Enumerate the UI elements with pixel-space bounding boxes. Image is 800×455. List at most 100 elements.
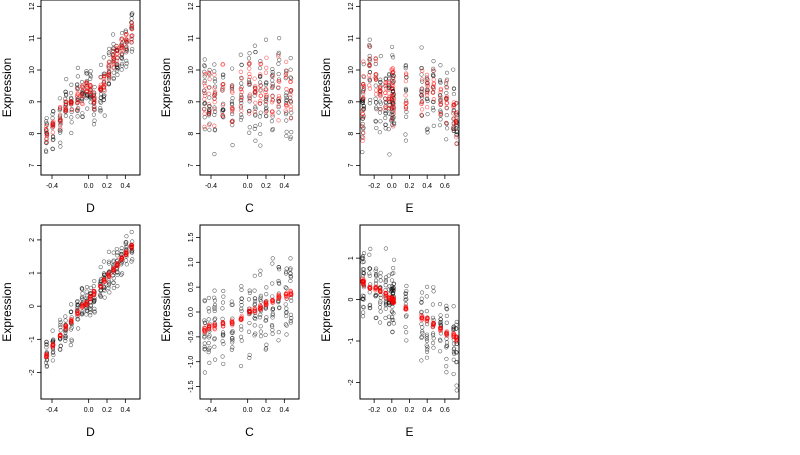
observed-point xyxy=(107,290,112,295)
fitted-point xyxy=(284,59,289,65)
y-tick-label: 0.0 xyxy=(188,307,195,317)
fitted-point xyxy=(424,90,430,96)
observed-point xyxy=(360,296,365,302)
observed-point xyxy=(115,72,120,77)
fitted-point xyxy=(258,93,263,98)
fitted-point xyxy=(253,90,258,96)
plot-frame xyxy=(199,0,300,176)
y-tick-label: 9 xyxy=(348,100,355,104)
fitted-point xyxy=(91,99,96,105)
observed-point xyxy=(75,298,80,304)
observed-point xyxy=(98,264,103,270)
observed-point xyxy=(284,98,289,103)
y-tick-label: -1.5 xyxy=(188,380,195,392)
fitted-point xyxy=(430,85,436,90)
fitted-point xyxy=(238,104,243,109)
y-tick-label: 1.0 xyxy=(188,257,195,267)
y-tick-label: 10 xyxy=(29,66,36,74)
y-tick-label: -2 xyxy=(29,369,36,375)
fitted-point xyxy=(444,333,450,338)
observed-point xyxy=(378,54,383,59)
fitted-point xyxy=(50,130,55,135)
fitted-point xyxy=(361,130,366,135)
observed-point xyxy=(288,312,294,317)
y-tick-label: 12 xyxy=(29,2,36,10)
fitted-point xyxy=(202,93,208,98)
fitted-point xyxy=(80,302,85,307)
fitted-point xyxy=(63,323,68,329)
observed-point xyxy=(206,350,211,355)
fitted-point xyxy=(454,111,459,116)
observed-point xyxy=(284,323,289,328)
observed-point xyxy=(98,62,104,67)
observed-point xyxy=(115,64,120,69)
observed-point xyxy=(239,324,244,329)
observed-point xyxy=(425,347,430,352)
fitted-point xyxy=(91,291,97,296)
observed-point xyxy=(106,261,112,266)
x-tick-label: 0.4 xyxy=(120,407,130,414)
fitted-point xyxy=(425,105,430,110)
fitted-point xyxy=(247,97,252,102)
observed-point xyxy=(252,333,257,338)
x-tick-label: -0.2 xyxy=(368,183,380,190)
observed-point xyxy=(425,126,430,131)
fitted-point xyxy=(75,92,80,97)
observed-point xyxy=(257,122,263,127)
fitted-point xyxy=(115,55,120,60)
fitted-point xyxy=(80,88,85,94)
observed-point xyxy=(404,330,409,335)
observed-point xyxy=(387,322,392,327)
fitted-point xyxy=(276,85,281,90)
observed-point xyxy=(420,79,425,84)
observed-point xyxy=(454,133,459,138)
observed-point xyxy=(212,302,218,308)
fitted-point xyxy=(276,296,281,301)
fitted-point xyxy=(373,75,378,80)
observed-point xyxy=(424,309,429,314)
observed-point xyxy=(288,318,293,323)
observed-point xyxy=(387,152,392,157)
fitted-point xyxy=(74,86,80,91)
fitted-point xyxy=(425,77,430,82)
observed-point xyxy=(445,126,450,131)
plot-frame xyxy=(359,0,460,176)
observed-point xyxy=(361,310,366,315)
fitted-point xyxy=(247,66,252,71)
fitted-point xyxy=(107,274,112,280)
observed-point xyxy=(246,56,252,61)
observed-point xyxy=(444,370,449,375)
observed-point xyxy=(87,72,93,77)
observed-point xyxy=(430,315,436,320)
fitted-point xyxy=(75,107,80,112)
observed-point xyxy=(202,347,207,352)
observed-point xyxy=(378,77,383,82)
observed-point xyxy=(284,118,289,123)
fitted-point xyxy=(373,56,378,61)
fitted-point xyxy=(229,105,235,111)
fitted-point xyxy=(425,84,430,89)
fitted-point xyxy=(107,73,112,79)
observed-point xyxy=(57,108,62,113)
observed-point xyxy=(207,127,212,132)
observed-point xyxy=(51,109,56,114)
observed-point xyxy=(239,112,244,117)
observed-point xyxy=(230,96,235,101)
fitted-point xyxy=(438,86,444,91)
observed-point xyxy=(239,308,244,314)
observed-point xyxy=(270,294,275,299)
observed-point xyxy=(202,115,207,120)
observed-point xyxy=(360,149,365,155)
observed-point xyxy=(270,327,275,333)
fitted-point xyxy=(129,38,134,43)
observed-point xyxy=(403,291,408,296)
x-tick-label: 0.2 xyxy=(261,407,271,414)
observed-point xyxy=(283,322,288,327)
observed-point xyxy=(419,66,424,71)
observed-point xyxy=(220,75,226,80)
observed-point xyxy=(63,335,68,340)
observed-point xyxy=(390,53,395,58)
observed-point xyxy=(258,59,263,64)
fitted-point xyxy=(270,84,275,89)
observed-point xyxy=(230,345,235,350)
